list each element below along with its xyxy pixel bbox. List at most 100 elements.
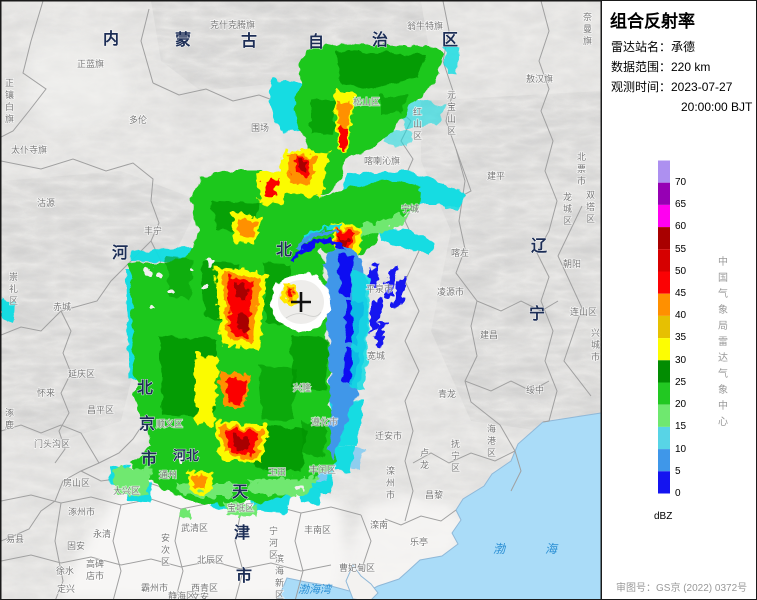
svg-text:涿州市: 涿州市 xyxy=(68,506,95,517)
svg-text:河: 河 xyxy=(112,243,128,262)
svg-text:宽城: 宽城 xyxy=(367,350,385,361)
svg-text:津: 津 xyxy=(234,524,250,542)
svg-text:旗: 旗 xyxy=(583,35,592,46)
svg-text:宁: 宁 xyxy=(451,450,460,461)
svg-text:天: 天 xyxy=(232,484,249,501)
svg-text:区: 区 xyxy=(442,31,458,49)
svg-text:静海区: 静海区 xyxy=(168,590,195,600)
svg-text:霸州市: 霸州市 xyxy=(141,582,168,593)
svg-text:元: 元 xyxy=(447,90,456,100)
svg-text:建昌: 建昌 xyxy=(480,329,498,340)
svg-text:兴隆: 兴隆 xyxy=(293,382,311,393)
svg-text:昌平区: 昌平区 xyxy=(87,405,114,415)
svg-text:兴: 兴 xyxy=(591,328,600,338)
svg-text:北: 北 xyxy=(276,241,292,259)
svg-text:滦: 滦 xyxy=(386,465,395,476)
svg-text:城: 城 xyxy=(591,340,600,350)
svg-text:龙: 龙 xyxy=(563,191,572,202)
svg-text:区: 区 xyxy=(487,448,496,458)
svg-text:喀喇沁旗: 喀喇沁旗 xyxy=(364,155,400,166)
svg-text:镶: 镶 xyxy=(5,89,14,100)
svg-text:延庆区: 延庆区 xyxy=(68,368,95,379)
svg-text:通州: 通州 xyxy=(159,470,177,480)
svg-text:安: 安 xyxy=(161,532,170,543)
svg-text:迁安市: 迁安市 xyxy=(375,430,402,441)
svg-text:山: 山 xyxy=(413,119,422,129)
svg-text:卢: 卢 xyxy=(420,447,429,458)
svg-text:朝阳: 朝阳 xyxy=(563,259,581,269)
svg-text:州: 州 xyxy=(386,478,395,488)
svg-text:乐亭: 乐亭 xyxy=(410,536,428,547)
svg-text:房山区: 房山区 xyxy=(63,477,90,488)
svg-text:自: 自 xyxy=(308,32,324,51)
svg-text:永清: 永清 xyxy=(93,528,111,539)
svg-text:河北: 河北 xyxy=(173,448,199,463)
svg-text:区: 区 xyxy=(161,557,170,567)
svg-text:翁牛特旗: 翁牛特旗 xyxy=(407,20,443,31)
svg-text:敖汉旗: 敖汉旗 xyxy=(526,73,553,84)
svg-text:崇: 崇 xyxy=(9,272,18,282)
svg-text:蒙: 蒙 xyxy=(175,30,191,49)
svg-text:宁: 宁 xyxy=(529,304,545,323)
svg-text:喀左: 喀左 xyxy=(451,247,469,258)
svg-text:北辰区: 北辰区 xyxy=(197,555,224,565)
svg-text:围场: 围场 xyxy=(251,123,269,133)
svg-text:白: 白 xyxy=(5,101,14,112)
svg-text:京: 京 xyxy=(139,414,155,433)
svg-text:港: 港 xyxy=(487,435,496,446)
svg-text:海: 海 xyxy=(275,565,284,576)
svg-text:治: 治 xyxy=(372,30,388,49)
svg-text:海: 海 xyxy=(545,542,559,556)
svg-text:新: 新 xyxy=(275,577,284,588)
svg-text:龙: 龙 xyxy=(420,459,429,470)
svg-text:双: 双 xyxy=(586,190,595,200)
svg-text:徐水: 徐水 xyxy=(56,565,74,576)
svg-text:宁: 宁 xyxy=(269,525,278,536)
svg-text:城: 城 xyxy=(563,204,572,214)
svg-text:区: 区 xyxy=(563,216,572,226)
svg-text:市: 市 xyxy=(141,449,157,468)
svg-text:渤: 渤 xyxy=(493,542,507,556)
svg-text:海: 海 xyxy=(487,423,496,434)
svg-text:区: 区 xyxy=(451,463,460,473)
svg-text:滦南: 滦南 xyxy=(370,519,388,530)
svg-text:丰闰区: 丰闰区 xyxy=(309,464,336,475)
svg-text:沽源: 沽源 xyxy=(37,197,55,208)
svg-text:太仆寺旗: 太仆寺旗 xyxy=(11,144,47,155)
svg-text:河: 河 xyxy=(269,537,278,548)
svg-text:宝: 宝 xyxy=(447,101,456,112)
svg-text:渤海湾: 渤海湾 xyxy=(298,583,333,596)
svg-text:固安: 固安 xyxy=(67,540,85,551)
svg-text:市: 市 xyxy=(236,566,252,585)
svg-text:克什克腾旗: 克什克腾旗 xyxy=(210,19,255,30)
svg-text:区: 区 xyxy=(9,296,18,306)
svg-text:市: 市 xyxy=(386,489,395,500)
svg-text:奈: 奈 xyxy=(583,11,592,22)
svg-text:连山区: 连山区 xyxy=(570,306,597,317)
svg-text:曼: 曼 xyxy=(583,24,592,34)
svg-text:建平: 建平 xyxy=(487,170,505,181)
svg-text:山: 山 xyxy=(447,114,456,124)
svg-text:文安: 文安 xyxy=(191,591,209,600)
svg-text:门头沟区: 门头沟区 xyxy=(34,438,70,449)
svg-text:易县: 易县 xyxy=(6,534,24,544)
svg-text:顺义区: 顺义区 xyxy=(156,419,183,429)
svg-text:遵化市: 遵化市 xyxy=(311,416,338,427)
svg-text:古: 古 xyxy=(241,31,257,50)
svg-text:松山区: 松山区 xyxy=(353,96,380,107)
svg-text:抚: 抚 xyxy=(451,438,460,449)
svg-text:涿: 涿 xyxy=(5,408,14,418)
svg-text:大兴区: 大兴区 xyxy=(113,485,140,496)
svg-text:西青区: 西青区 xyxy=(191,582,218,593)
svg-text:市: 市 xyxy=(591,351,600,362)
svg-text:区: 区 xyxy=(269,550,278,560)
svg-text:平泉市: 平泉市 xyxy=(366,283,393,294)
svg-text:高碑: 高碑 xyxy=(86,558,104,569)
svg-text:正蓝旗: 正蓝旗 xyxy=(77,58,104,69)
svg-text:旗: 旗 xyxy=(5,113,14,124)
svg-text:区: 区 xyxy=(586,214,595,224)
svg-text:玉田: 玉田 xyxy=(268,467,286,477)
svg-text:北: 北 xyxy=(577,152,586,162)
svg-text:昌黎: 昌黎 xyxy=(425,489,443,500)
svg-text:内: 内 xyxy=(103,29,119,48)
